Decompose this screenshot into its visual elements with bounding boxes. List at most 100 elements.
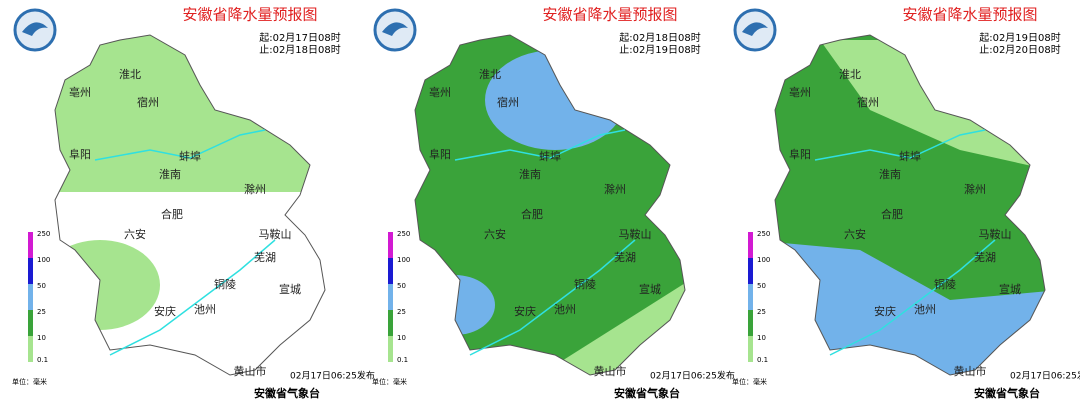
legend-label: 250	[397, 230, 410, 238]
start-time: 起:02月18日08时	[619, 32, 701, 44]
end-time: 止:02月19日08时	[619, 44, 701, 56]
start-time: 起:02月17日08时	[259, 32, 341, 44]
precip-regions	[775, 35, 1045, 375]
city-label: 宿州	[497, 95, 519, 109]
city-label: 铜陵	[214, 277, 236, 291]
city-label: 马鞍山	[259, 227, 292, 241]
river	[109, 239, 276, 356]
precip-regions	[415, 35, 685, 375]
city-label: 铜陵	[934, 277, 956, 291]
river	[814, 129, 986, 161]
city-label: 滁州	[604, 182, 626, 196]
city-label: 合肥	[161, 207, 183, 221]
province-outline	[774, 34, 1046, 376]
city-label: 安庆	[154, 304, 176, 318]
legend-swatch	[28, 232, 33, 258]
legend-swatch	[388, 258, 393, 284]
river	[829, 239, 996, 356]
city-label: 滁州	[244, 182, 266, 196]
map-title: 安徽省降水量预报图	[902, 6, 1037, 24]
legend-swatch	[28, 310, 33, 336]
city-label: 蚌埠	[899, 149, 921, 163]
logo-swirl	[742, 22, 768, 36]
city-label: 合肥	[881, 207, 903, 221]
legend-swatch	[748, 258, 753, 284]
legend-label: 50	[397, 282, 406, 290]
legend-swatch	[28, 284, 33, 310]
province-outline	[54, 34, 326, 376]
city-label: 淮北	[119, 68, 141, 81]
city-label: 阜阳	[69, 148, 91, 161]
legend-label: 250	[757, 230, 770, 238]
legend-label: 250	[37, 230, 50, 238]
city-label: 淮北	[839, 68, 861, 81]
city-label: 芜湖	[254, 250, 276, 264]
issue-time: 02月17日06:25发布	[1010, 370, 1080, 382]
city-label: 马鞍山	[619, 227, 652, 241]
city-label: 安庆	[514, 304, 536, 318]
city-label: 淮南	[879, 168, 901, 181]
issue-time: 02月17日06:25发布	[290, 370, 375, 382]
city-label: 芜湖	[974, 250, 996, 264]
start-time: 起:02月19日08时	[979, 32, 1061, 44]
legend-swatch	[28, 258, 33, 284]
legend-label: 25	[757, 308, 766, 316]
river	[469, 239, 636, 356]
unit-label: 单位：毫米	[372, 377, 407, 386]
city-label: 六安	[484, 227, 506, 241]
river	[94, 129, 266, 161]
precip-regions	[55, 35, 325, 375]
city-label: 合肥	[521, 207, 543, 221]
city-label: 宿州	[137, 95, 159, 109]
legend-label: 0.1	[757, 356, 768, 364]
legend-label: 0.1	[37, 356, 48, 364]
city-label: 芜湖	[614, 250, 636, 264]
city-label: 亳州	[69, 85, 91, 99]
logo-swirl	[382, 22, 408, 36]
city-label: 黄山市	[594, 364, 627, 378]
city-label: 阜阳	[429, 148, 451, 161]
legend-label: 10	[397, 334, 406, 342]
river	[454, 129, 626, 161]
city-label: 宿州	[857, 95, 879, 109]
legend-swatch	[748, 336, 753, 362]
legend-label: 0.1	[397, 356, 408, 364]
city-label: 亳州	[429, 85, 451, 99]
city-label: 阜阳	[789, 148, 811, 161]
city-label: 蚌埠	[179, 149, 201, 163]
end-time: 止:02月18日08时	[259, 44, 341, 56]
publisher: 安徽省气象台	[974, 386, 1040, 400]
city-label: 宣城	[999, 282, 1021, 296]
map-title: 安徽省降水量预报图	[542, 6, 677, 24]
city-label: 滁州	[964, 182, 986, 196]
province-outline	[414, 34, 686, 376]
city-label: 淮南	[519, 168, 541, 181]
city-label: 马鞍山	[979, 227, 1012, 241]
unit-label: 单位：毫米	[732, 377, 767, 386]
city-label: 六安	[844, 227, 866, 241]
city-label: 池州	[194, 303, 216, 316]
city-label: 亳州	[789, 85, 811, 99]
legend-swatch	[388, 232, 393, 258]
legend-swatch	[748, 232, 753, 258]
city-label: 铜陵	[574, 277, 596, 291]
map-title: 安徽省降水量预报图	[182, 6, 317, 24]
legend-swatch	[388, 284, 393, 310]
city-label: 安庆	[874, 304, 896, 318]
legend-label: 50	[757, 282, 766, 290]
legend-label: 10	[37, 334, 46, 342]
legend-label: 100	[757, 256, 770, 264]
city-label: 黄山市	[234, 364, 267, 378]
legend-swatch	[28, 336, 33, 362]
legend-label: 100	[397, 256, 410, 264]
city-label: 淮南	[159, 168, 181, 181]
precip-area	[415, 275, 495, 335]
city-label: 蚌埠	[539, 149, 561, 163]
city-label: 池州	[554, 303, 576, 316]
legend-swatch	[388, 310, 393, 336]
city-label: 淮北	[479, 68, 501, 81]
